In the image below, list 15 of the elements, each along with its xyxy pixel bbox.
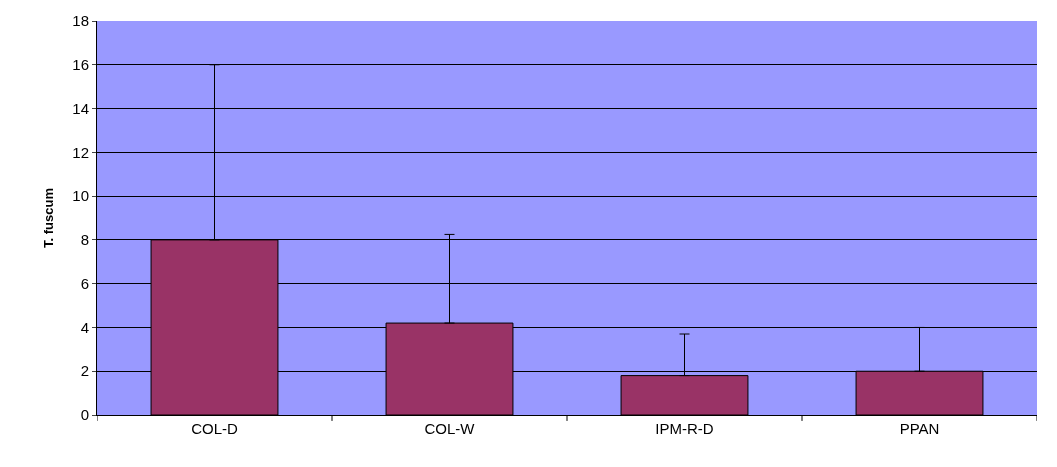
y-tick-label: 8	[80, 231, 89, 249]
y-axis-title: T. fuscum	[41, 188, 57, 248]
y-tick-label: 6	[80, 274, 89, 292]
y-tick-label: 10	[72, 187, 89, 205]
y-tick-label: 12	[72, 143, 89, 161]
x-tick-label: IPM-R-D	[655, 420, 714, 437]
y-tick-label: 2	[80, 362, 89, 380]
y-tick-label: 18	[72, 12, 89, 30]
y-tick-label: 4	[80, 318, 89, 336]
y-tick-label: 16	[72, 56, 89, 74]
y-tick-label: 0	[80, 406, 89, 424]
x-tick-label: PPAN	[899, 420, 940, 437]
y-tick-label: 14	[72, 99, 89, 117]
x-tick-label: COL-W	[424, 420, 476, 437]
x-tick-label: COL-D	[191, 420, 238, 437]
